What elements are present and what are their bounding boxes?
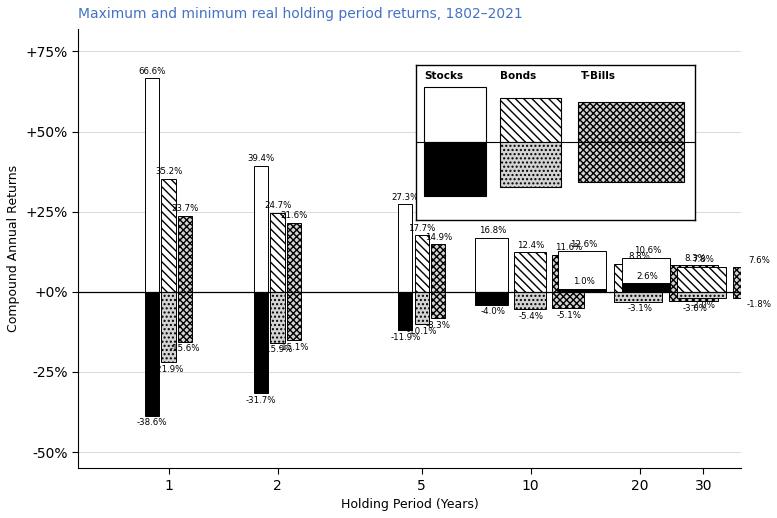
Bar xyxy=(500,142,561,187)
Text: -15.9%: -15.9% xyxy=(263,346,293,354)
Bar xyxy=(514,252,546,292)
Text: -3.0%: -3.0% xyxy=(683,304,708,313)
Bar xyxy=(270,213,284,292)
Text: 7.6%: 7.6% xyxy=(748,256,770,265)
Text: -11.9%: -11.9% xyxy=(390,333,420,341)
Bar xyxy=(678,292,726,298)
Bar xyxy=(622,258,670,292)
Bar xyxy=(414,292,429,324)
Y-axis label: Compound Annual Returns: Compound Annual Returns xyxy=(7,165,20,332)
Bar xyxy=(552,255,584,292)
Bar xyxy=(145,78,159,292)
Text: -4.0%: -4.0% xyxy=(480,307,505,316)
Text: -5.1%: -5.1% xyxy=(556,311,581,320)
Text: 16.8%: 16.8% xyxy=(479,226,507,235)
Bar xyxy=(476,238,508,292)
Text: 24.7%: 24.7% xyxy=(264,201,291,210)
Text: 12.4%: 12.4% xyxy=(517,240,545,250)
Text: Bonds: Bonds xyxy=(500,71,536,81)
Bar xyxy=(254,292,268,393)
Text: -1.8%: -1.8% xyxy=(747,300,772,309)
Text: 35.2%: 35.2% xyxy=(155,167,183,177)
Bar xyxy=(558,251,606,292)
Text: -8.3%: -8.3% xyxy=(426,321,451,330)
Text: 2.6%: 2.6% xyxy=(637,272,659,281)
Bar xyxy=(670,265,718,292)
Bar xyxy=(162,292,176,362)
Bar xyxy=(678,267,726,292)
Text: 66.6%: 66.6% xyxy=(138,67,166,76)
Bar xyxy=(514,292,546,309)
Bar xyxy=(622,283,670,292)
X-axis label: Holding Period (Years): Holding Period (Years) xyxy=(340,498,479,511)
Bar xyxy=(414,235,429,292)
Text: -15.1%: -15.1% xyxy=(279,343,309,352)
Bar xyxy=(733,267,777,292)
Text: 1.0%: 1.0% xyxy=(573,277,595,286)
Bar xyxy=(398,292,412,330)
Text: 17.7%: 17.7% xyxy=(408,224,435,233)
Text: 23.7%: 23.7% xyxy=(172,204,199,213)
Bar xyxy=(287,292,301,340)
Bar xyxy=(500,98,561,142)
Bar xyxy=(614,292,662,302)
Text: -2.0%: -2.0% xyxy=(691,301,716,310)
Text: Maximum and minimum real holding period returns, 1802–2021: Maximum and minimum real holding period … xyxy=(78,7,523,21)
Bar xyxy=(476,292,508,305)
Bar xyxy=(578,142,685,182)
Text: 21.6%: 21.6% xyxy=(280,211,308,220)
Text: 12.6%: 12.6% xyxy=(570,240,598,249)
Text: 8.8%: 8.8% xyxy=(629,252,650,261)
Bar xyxy=(178,216,192,292)
Bar xyxy=(670,292,718,301)
Text: 14.9%: 14.9% xyxy=(424,233,452,241)
Bar xyxy=(287,223,301,292)
Bar xyxy=(431,244,445,292)
Text: -3.1%: -3.1% xyxy=(627,305,652,313)
Bar xyxy=(578,103,685,142)
Text: 8.3%: 8.3% xyxy=(685,254,706,263)
Bar xyxy=(552,292,584,308)
Bar xyxy=(424,87,486,142)
Bar xyxy=(178,292,192,342)
Text: 11.6%: 11.6% xyxy=(555,243,583,252)
Text: 7.8%: 7.8% xyxy=(692,255,714,264)
Bar xyxy=(558,289,606,292)
Bar xyxy=(145,292,159,415)
Text: 27.3%: 27.3% xyxy=(392,193,419,202)
Text: -5.4%: -5.4% xyxy=(518,312,543,321)
Text: -38.6%: -38.6% xyxy=(137,418,168,427)
Bar xyxy=(733,292,777,298)
Bar xyxy=(270,292,284,343)
Text: 39.4%: 39.4% xyxy=(248,154,275,163)
Bar xyxy=(162,179,176,292)
Text: 10.6%: 10.6% xyxy=(634,246,661,255)
Bar xyxy=(614,264,662,292)
Bar xyxy=(431,292,445,319)
Text: -10.1%: -10.1% xyxy=(406,327,437,336)
Bar xyxy=(254,166,268,292)
Bar xyxy=(398,204,412,292)
Text: -21.9%: -21.9% xyxy=(154,365,184,373)
Text: Stocks: Stocks xyxy=(424,71,463,81)
Text: -15.6%: -15.6% xyxy=(170,344,200,353)
Text: T-Bills: T-Bills xyxy=(580,71,615,81)
Text: -31.7%: -31.7% xyxy=(246,396,277,405)
Bar xyxy=(424,142,486,196)
